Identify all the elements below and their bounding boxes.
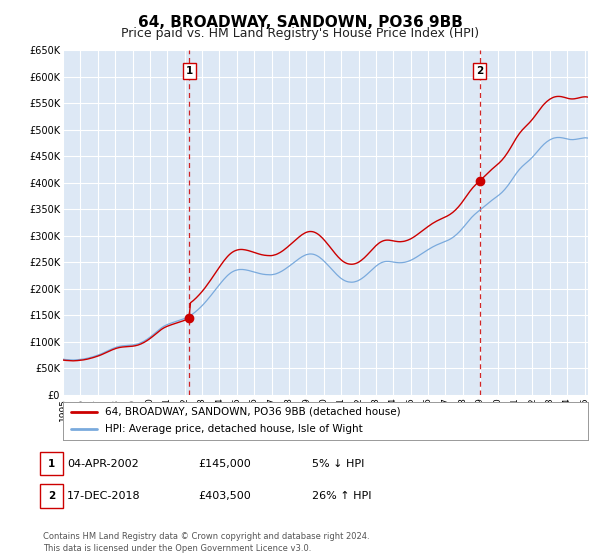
Text: 04-APR-2002: 04-APR-2002 (67, 459, 139, 469)
Text: 17-DEC-2018: 17-DEC-2018 (67, 491, 141, 501)
Text: 64, BROADWAY, SANDOWN, PO36 9BB: 64, BROADWAY, SANDOWN, PO36 9BB (137, 15, 463, 30)
Text: 5% ↓ HPI: 5% ↓ HPI (312, 459, 364, 469)
Text: Contains HM Land Registry data © Crown copyright and database right 2024.
This d: Contains HM Land Registry data © Crown c… (43, 532, 370, 553)
Text: £145,000: £145,000 (198, 459, 251, 469)
Text: 2: 2 (476, 66, 483, 76)
Text: 1: 1 (186, 66, 193, 76)
Text: Price paid vs. HM Land Registry's House Price Index (HPI): Price paid vs. HM Land Registry's House … (121, 27, 479, 40)
Text: 1: 1 (48, 459, 55, 469)
Text: 26% ↑ HPI: 26% ↑ HPI (312, 491, 371, 501)
Text: 64, BROADWAY, SANDOWN, PO36 9BB (detached house): 64, BROADWAY, SANDOWN, PO36 9BB (detache… (105, 407, 401, 417)
Text: 2: 2 (48, 491, 55, 501)
Text: HPI: Average price, detached house, Isle of Wight: HPI: Average price, detached house, Isle… (105, 424, 363, 435)
Text: £403,500: £403,500 (198, 491, 251, 501)
